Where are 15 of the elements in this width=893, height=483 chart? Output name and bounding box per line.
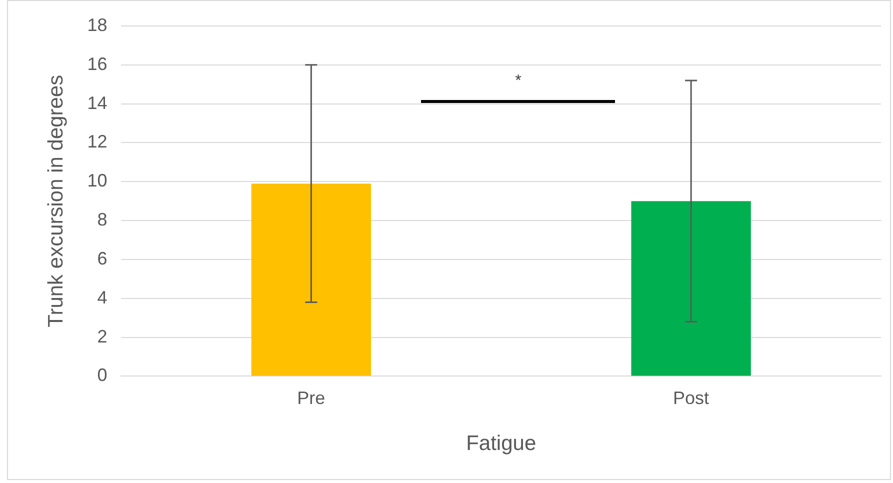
x-tick-label: Pre xyxy=(297,388,326,408)
y-tick-label: 4 xyxy=(97,287,108,308)
y-tick-label: 12 xyxy=(87,132,108,152)
x-axis-title: Fatigue xyxy=(466,432,536,456)
y-axis-title: Trunk excursion in degrees xyxy=(44,74,68,328)
y-tick-label: 14 xyxy=(87,92,108,113)
y-tick-label: 0 xyxy=(97,365,108,386)
annotation: * xyxy=(515,72,522,90)
y-tick-label: 10 xyxy=(87,170,108,191)
x-tick-label: Post xyxy=(673,388,710,408)
y-tick-label: 6 xyxy=(97,248,108,268)
y-tick-label: 18 xyxy=(87,14,108,35)
y-tick-label: 16 xyxy=(87,54,108,74)
y-tick-label: 8 xyxy=(97,210,108,230)
y-tick-label: 2 xyxy=(97,326,108,346)
